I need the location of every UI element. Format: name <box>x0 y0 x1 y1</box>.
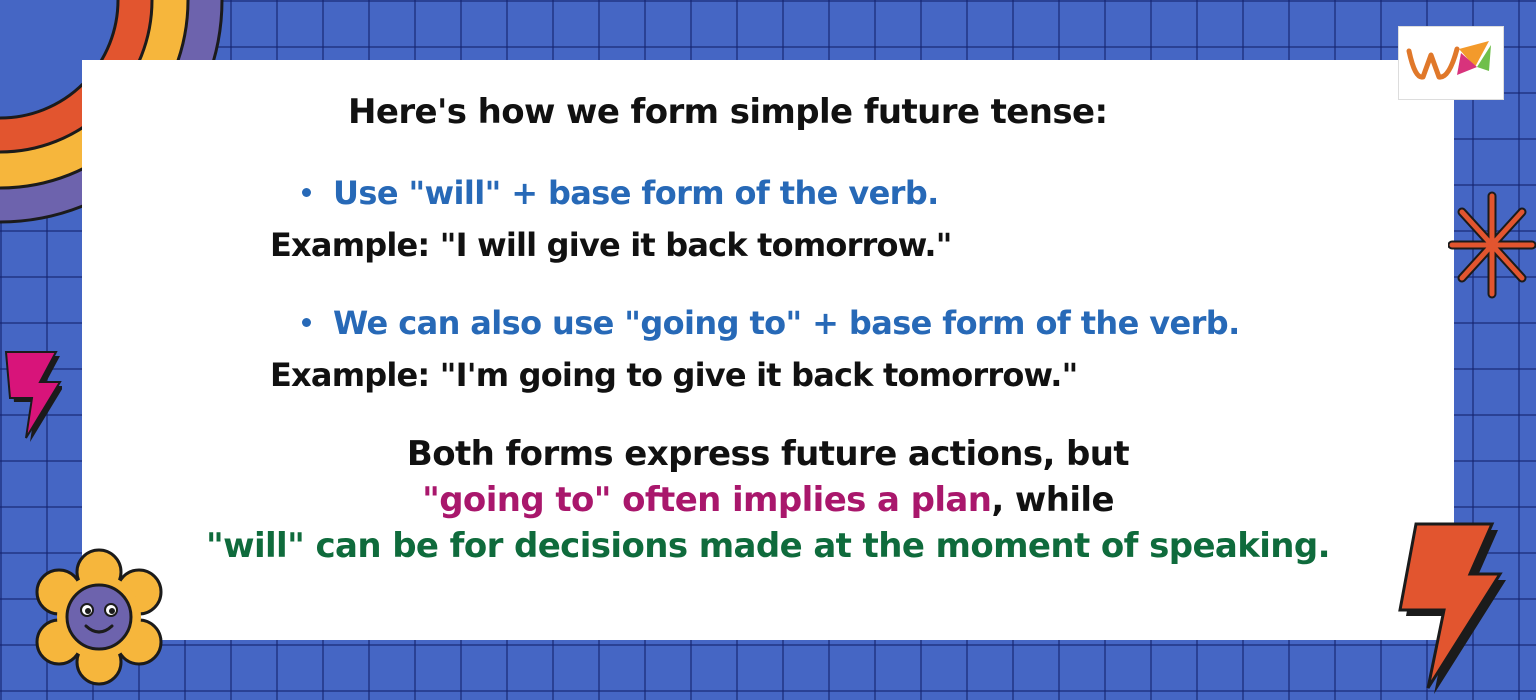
example-going-to: Example: "I'm going to give it back tomo… <box>270 356 1078 394</box>
example-will: Example: "I will give it back tomorrow." <box>270 226 952 264</box>
rule-text: Use "will" + base form of the verb. <box>333 174 939 212</box>
page-title: Here's how we form simple future tense: <box>348 92 1108 132</box>
lightning-bolt-icon <box>1398 522 1506 694</box>
rule-text: We can also use "going to" + base form o… <box>333 304 1240 342</box>
logo-icon <box>1398 26 1504 100</box>
rule-bullet-going-to: We can also use "going to" + base form o… <box>302 304 1240 342</box>
going-to-highlight: "going to" often implies a plan <box>422 480 992 520</box>
rule-bullet-will: Use "will" + base form of the verb. <box>302 174 939 212</box>
flower-face-icon <box>35 548 163 686</box>
starburst-icon <box>1448 191 1536 299</box>
logo-mark <box>1406 41 1491 80</box>
lightning-bolt-icon <box>4 351 62 442</box>
bullet-dot-icon <box>302 187 311 197</box>
content-card: Here's how we form simple future tense: … <box>82 60 1454 640</box>
summary-line-2: "going to" often implies a plan, while <box>82 480 1454 520</box>
rainbow-icon <box>0 0 224 224</box>
bullet-dot-icon <box>302 317 311 327</box>
summary-line-3: "will" can be for decisions made at the … <box>206 526 1331 566</box>
summary-line-1: Both forms express future actions, but <box>406 434 1130 474</box>
summary-line-2-rest: , while <box>991 480 1114 520</box>
